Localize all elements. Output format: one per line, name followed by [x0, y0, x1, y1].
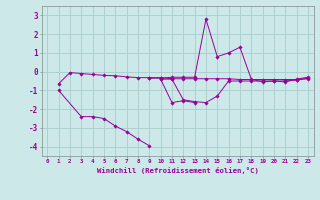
X-axis label: Windchill (Refroidissement éolien,°C): Windchill (Refroidissement éolien,°C)	[97, 167, 259, 174]
